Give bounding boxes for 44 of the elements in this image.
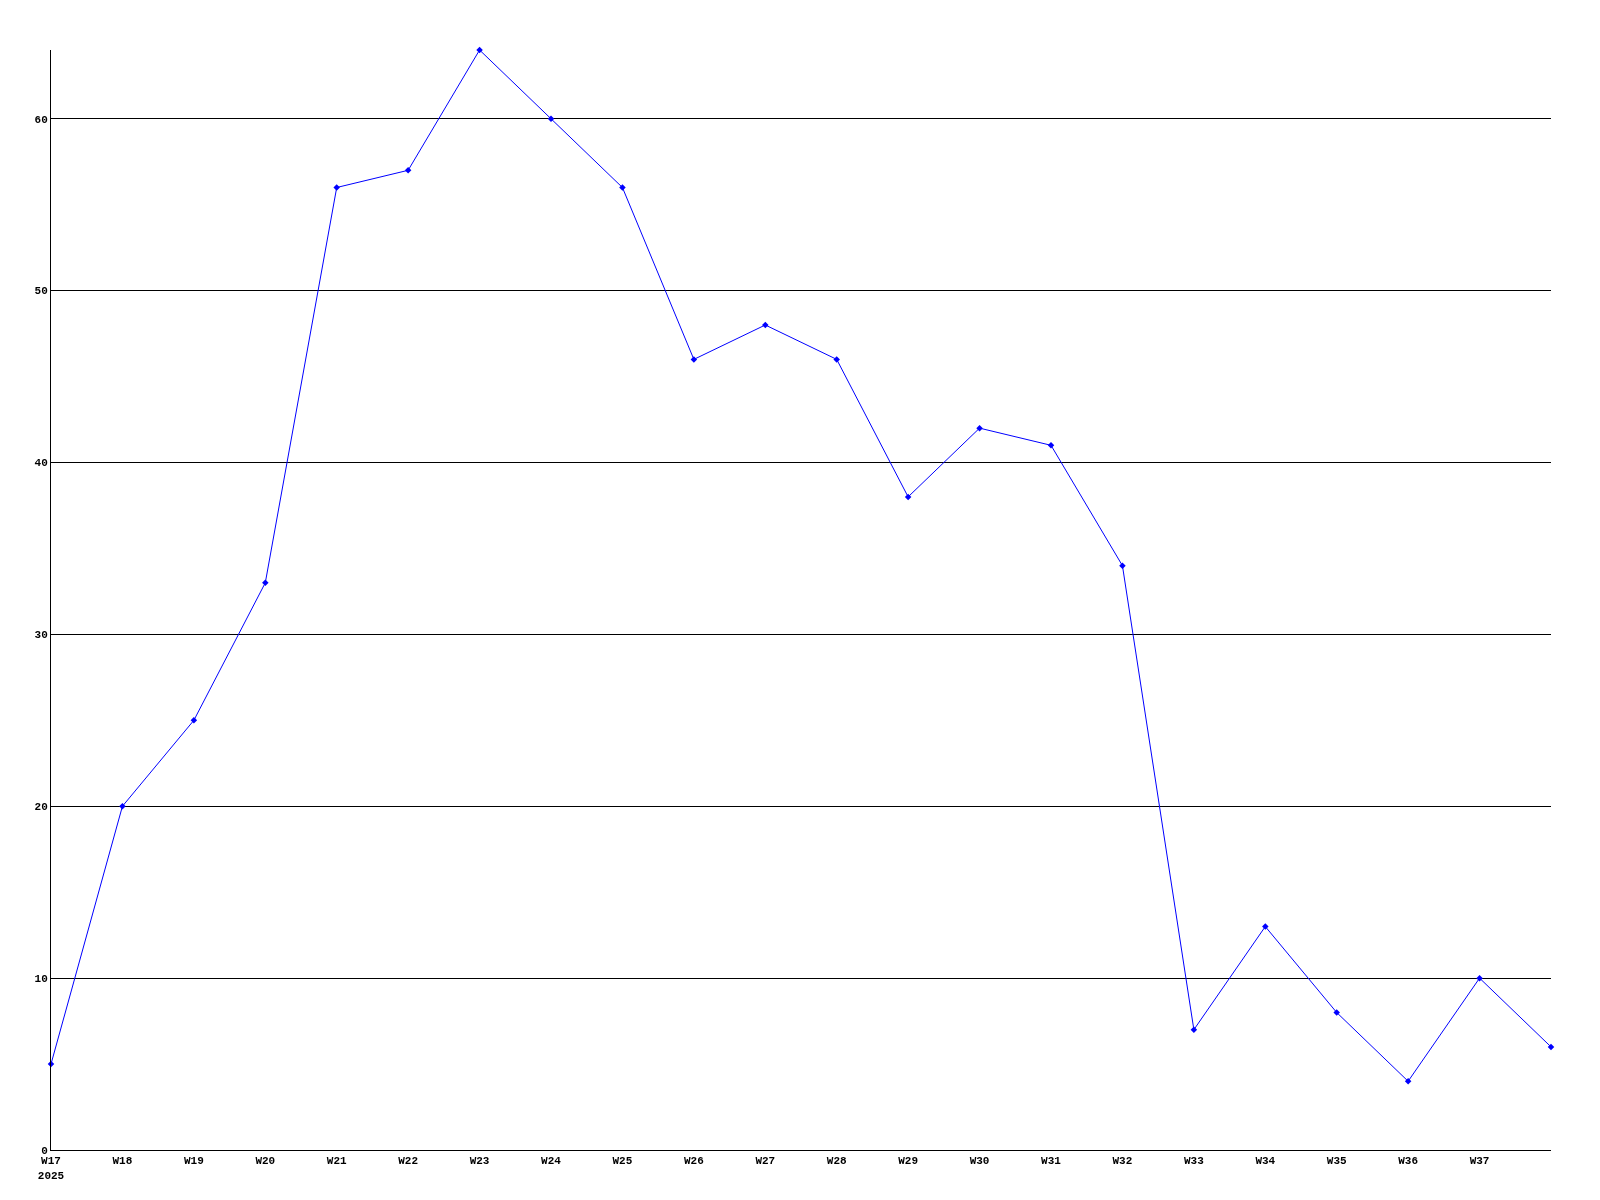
y-tick-label: 40 [34, 457, 48, 470]
point [547, 115, 555, 122]
x-tick-label: W34 [1255, 1155, 1276, 1168]
x-tick-label: W17 2025 [37, 1155, 65, 1182]
x-tick-label: W30 [969, 1155, 990, 1168]
point [619, 184, 626, 191]
point [1119, 562, 1126, 569]
x-tick-label: W26 [683, 1155, 704, 1168]
point [1404, 1078, 1412, 1085]
x-tick-label: W37 [1469, 1155, 1490, 1168]
x-tick-label: W33 [1183, 1155, 1205, 1168]
point [119, 803, 126, 810]
x-tick-label: W35 [1326, 1155, 1348, 1168]
point [690, 356, 698, 363]
point [333, 184, 340, 191]
x-tick-label: W19 [183, 1155, 204, 1168]
point [262, 579, 269, 587]
x-tick-label: W20 [255, 1155, 276, 1168]
x-tick-label: W22 [398, 1155, 419, 1168]
x-tick-label: W27 [755, 1155, 776, 1168]
x-tick-label: W21 [326, 1155, 348, 1168]
x-tick-label: W31 [1041, 1155, 1062, 1168]
point [190, 717, 198, 724]
point [1547, 1043, 1555, 1051]
x-tick-label: W23 [469, 1155, 490, 1168]
y-tick-label: 60 [34, 113, 48, 126]
x-tick-label: W32 [1112, 1155, 1133, 1168]
point [1333, 1009, 1340, 1016]
x-tick-label: W28 [826, 1155, 848, 1168]
y-tick-label: 30 [34, 629, 48, 642]
y-tick-label: 0 [41, 1144, 48, 1157]
x-tick-label: W29 [898, 1155, 919, 1168]
x-tick-label: W24 [541, 1155, 562, 1168]
y-tick-label: 50 [34, 285, 48, 298]
x-tick-label: W18 [112, 1155, 133, 1168]
x-tick-label: W25 [612, 1155, 633, 1168]
point [904, 493, 912, 501]
y-tick-label: 10 [34, 972, 48, 985]
point [833, 356, 840, 363]
x-tick-label: W36 [1398, 1155, 1419, 1168]
point [1190, 1026, 1198, 1033]
point [404, 167, 412, 174]
point [1262, 923, 1269, 930]
y-tick-label: 20 [34, 801, 48, 814]
